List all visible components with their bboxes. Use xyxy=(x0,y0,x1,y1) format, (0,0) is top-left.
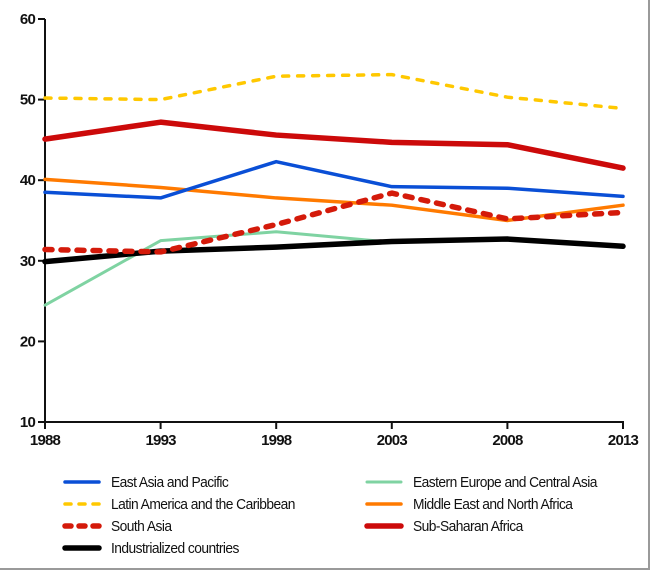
legend-item-south-asia[interactable]: South Asia xyxy=(62,516,177,536)
series-middle-east-and-north-africa xyxy=(43,177,625,223)
legend-swatch-icon xyxy=(62,545,102,551)
series-layer xyxy=(42,72,626,307)
legend-item-eastern-europe-central-asia[interactable]: Eastern Europe and Central Asia xyxy=(364,472,613,492)
y-tick-label: 50 xyxy=(20,92,36,109)
y-tick-label: 60 xyxy=(20,11,36,28)
series-latin-america-and-the-caribbean xyxy=(43,72,625,111)
series-line-sub-saharan-africa[interactable] xyxy=(42,119,626,171)
legend-item-middle-east-north-africa[interactable]: Middle East and North Africa xyxy=(364,494,586,514)
legend-label: Middle East and North Africa xyxy=(413,495,573,513)
x-tick-label: 1988 xyxy=(30,432,61,449)
legend-swatch-icon xyxy=(62,523,102,529)
x-tick-label: 2008 xyxy=(492,432,523,449)
legend-label: South Asia xyxy=(111,517,172,535)
x-tick-label: 2013 xyxy=(608,432,639,449)
y-tick-label: 30 xyxy=(20,253,36,270)
line-chart: 10 20 30 40 50 60 1988 1993 1998 2003 2008 2013 xyxy=(20,11,639,449)
legend-label: Latin America and the Caribbean xyxy=(111,495,295,513)
y-tick-label: 20 xyxy=(20,333,36,350)
legend-label: East Asia and Pacific xyxy=(111,473,229,491)
legend: East Asia and Pacific Latin America and … xyxy=(0,468,650,568)
axes: 10 20 30 40 50 60 1988 1993 1998 2003 2008 2013 xyxy=(20,11,639,449)
legend-swatch-icon xyxy=(365,502,403,506)
legend-label: Sub-Saharan Africa xyxy=(413,517,523,535)
series-south-asia xyxy=(42,190,626,255)
x-tick-label: 1993 xyxy=(146,432,177,449)
series-line-east-asia-and-pacific[interactable] xyxy=(43,159,625,200)
y-tick-label: 40 xyxy=(20,172,36,189)
legend-swatch-icon xyxy=(365,480,403,484)
series-sub-saharan-africa xyxy=(42,119,626,171)
series-east-asia-and-pacific xyxy=(43,159,625,200)
legend-label: Eastern Europe and Central Asia xyxy=(413,473,597,491)
legend-item-east-asia-pacific[interactable]: East Asia and Pacific xyxy=(62,472,238,492)
legend-item-industrialized-countries[interactable]: Industrialized countries xyxy=(62,538,250,558)
legend-swatch-icon xyxy=(63,502,101,506)
legend-swatch-icon xyxy=(364,523,404,529)
legend-item-sub-saharan-africa[interactable]: Sub-Saharan Africa xyxy=(364,516,532,536)
series-line-latin-america-and-the-caribbean[interactable] xyxy=(43,72,625,111)
legend-item-latin-america-caribbean[interactable]: Latin America and the Caribbean xyxy=(62,494,311,514)
y-tick-label: 10 xyxy=(20,414,36,431)
legend-swatch-icon xyxy=(63,480,101,484)
x-tick-label: 2003 xyxy=(377,432,408,449)
series-line-middle-east-and-north-africa[interactable] xyxy=(43,177,625,223)
series-line-south-asia[interactable] xyxy=(42,190,626,255)
legend-label: Industrialized countries xyxy=(111,539,239,557)
x-tick-label: 1998 xyxy=(261,432,292,449)
